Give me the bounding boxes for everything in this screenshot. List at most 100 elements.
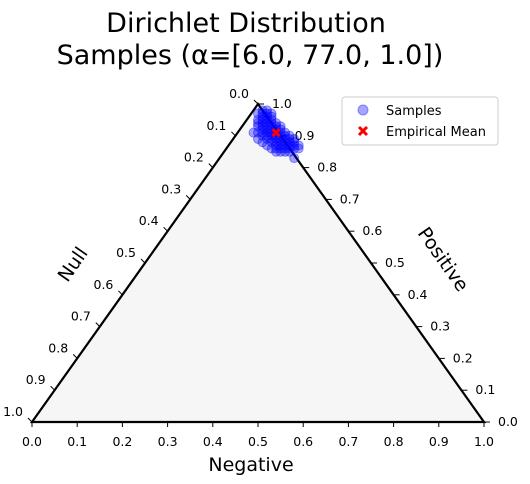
sample-point (293, 143, 304, 154)
sample-points (248, 105, 304, 164)
legend-label-mean: Empirical Mean (386, 125, 486, 140)
sample-point (289, 137, 300, 148)
legend-marker-samples (357, 104, 369, 116)
bottom-tick-label: 0.2 (112, 434, 132, 449)
left-tick-mark (118, 290, 123, 296)
left-tick-mark (253, 99, 259, 105)
left-axis-label: Null (54, 243, 93, 286)
legend-label-samples: Samples (386, 104, 442, 119)
sample-point (257, 108, 268, 119)
sample-point (262, 124, 273, 135)
sample-point (289, 153, 300, 164)
sample-point (271, 143, 282, 154)
legend-marker-mean (357, 125, 369, 137)
bottom-tick-label: 0.0 (22, 434, 42, 449)
sample-point (262, 118, 273, 129)
right-tick-label: 0.6 (362, 223, 382, 238)
left-tick-mark (95, 322, 101, 327)
sample-point (280, 146, 291, 157)
left-tick-label: 0.4 (139, 213, 159, 228)
chart-title-line-1: Dirichlet Distribution (106, 8, 386, 39)
sample-point (262, 130, 273, 141)
right-tick-label: 0.4 (408, 287, 428, 302)
sample-point (280, 127, 291, 138)
bottom-tick-label: 0.9 (429, 434, 449, 449)
sample-point (253, 127, 263, 138)
sample-point (275, 137, 286, 148)
right-tick-label: 1.0 (272, 96, 292, 111)
bottom-tick-label: 0.3 (158, 434, 178, 449)
right-tick-label: 0.7 (340, 191, 360, 206)
left-tick-mark (208, 163, 214, 168)
left-tick-mark (163, 226, 168, 232)
sample-point (253, 114, 263, 125)
right-tick-label: 0.9 (295, 128, 315, 143)
left-tick-label: 0.7 (71, 309, 91, 324)
sample-point (280, 140, 291, 151)
sample-point (253, 121, 263, 132)
sample-point (257, 137, 268, 148)
sample-point (280, 133, 291, 144)
left-tick-label: 0.0 (229, 86, 249, 101)
sample-point (284, 140, 295, 151)
mean-marker-stroke (271, 128, 281, 138)
sample-point (257, 118, 268, 129)
sample-point (266, 108, 277, 119)
left-tick-mark (72, 354, 78, 359)
bottom-tick-label: 0.7 (338, 434, 358, 449)
right-axis-label: Positive (413, 223, 473, 296)
sample-point (262, 105, 273, 116)
sample-point (266, 137, 277, 148)
sample-point (280, 130, 291, 141)
bottom-tick-label: 1.0 (474, 434, 494, 449)
bottom-axis-label: Negative (208, 454, 293, 476)
right-axis-ticks: 0.0 0.1 0.2 0.3 0.4 0.5 0.6 0.7 0.8 0.9 1.0 (258, 96, 518, 429)
left-axis-ticks: 0.0 0.1 0.2 0.3 0.4 0.5 0.6 0.7 0.8 0.9 1.0 (3, 86, 259, 423)
right-tick-label: 0.3 (430, 319, 450, 334)
left-tick-mark (140, 258, 146, 264)
right-tick-label: 0.2 (453, 350, 473, 365)
left-tick-label: 0.2 (184, 150, 204, 165)
sample-point (266, 118, 277, 129)
bottom-axis-ticks: 0.0 0.1 0.2 0.3 0.4 0.5 0.6 0.7 0.8 0.9 1.0 (22, 422, 494, 449)
sample-point (289, 140, 300, 151)
left-tick-mark (185, 195, 191, 200)
sample-point (257, 121, 268, 132)
sample-point (257, 130, 268, 141)
right-tick-label: 0.1 (475, 382, 495, 397)
sample-point (262, 108, 273, 119)
sample-point (257, 105, 268, 116)
sample-point (266, 114, 277, 125)
sample-point (262, 133, 273, 144)
sample-point (262, 121, 273, 132)
sample-point (275, 140, 286, 151)
sample-point (271, 146, 282, 157)
sample-point (284, 130, 295, 141)
bottom-tick-label: 0.8 (384, 434, 404, 449)
sample-point (262, 111, 273, 122)
sample-point (253, 108, 263, 119)
sample-point (257, 111, 268, 122)
sample-point (280, 137, 291, 148)
sample-point (284, 133, 295, 144)
left-tick-label: 0.8 (48, 340, 68, 355)
sample-point (253, 133, 263, 144)
sample-point (275, 146, 286, 157)
right-tick-label: 0.5 (385, 255, 405, 270)
left-tick-label: 1.0 (3, 404, 23, 419)
sample-point (262, 127, 273, 138)
sample-point (257, 124, 268, 135)
chart-title-line-2: Samples (α=[6.0, 77.0, 1.0]) (57, 40, 444, 71)
legend-box (341, 96, 499, 146)
sample-point (271, 118, 282, 129)
left-tick-label: 0.1 (207, 118, 227, 133)
left-tick-label: 0.3 (161, 181, 181, 196)
left-tick-mark (50, 385, 55, 391)
sample-point (266, 143, 277, 154)
sample-point (266, 111, 277, 122)
sample-point (271, 137, 282, 148)
sample-point (248, 127, 259, 138)
sample-point (293, 140, 304, 151)
bottom-tick-label: 0.5 (248, 434, 268, 449)
